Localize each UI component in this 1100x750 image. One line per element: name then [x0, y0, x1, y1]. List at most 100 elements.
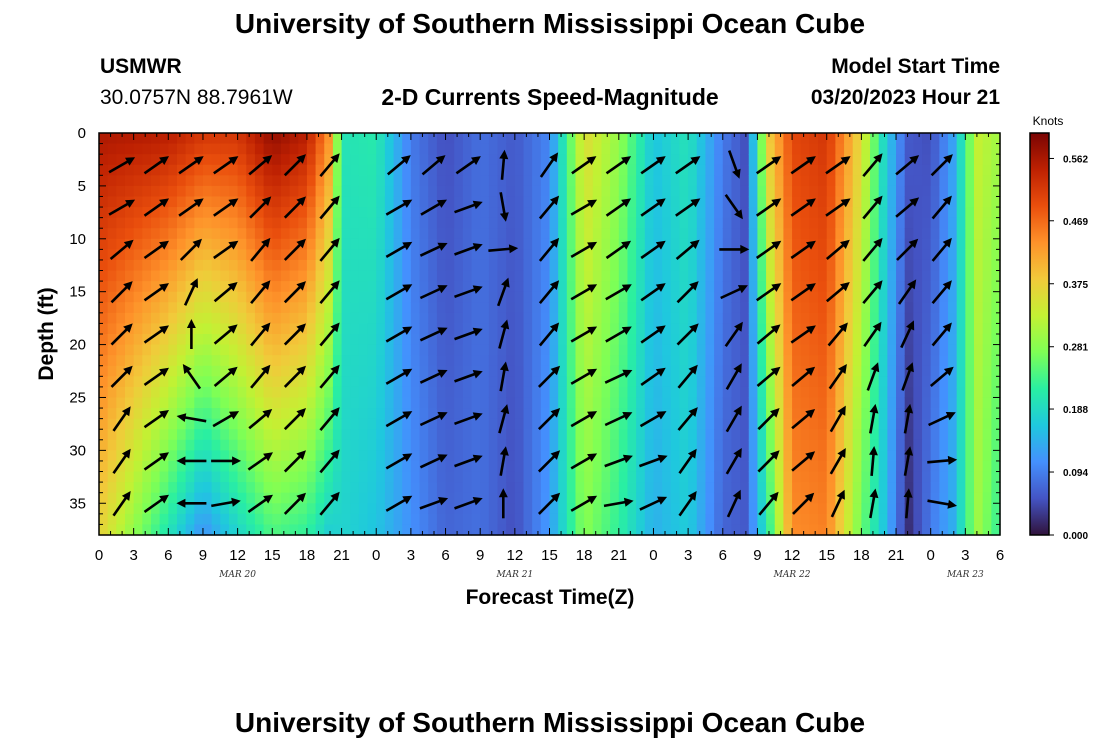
heatmap-cell [514, 482, 525, 494]
vector-head [655, 283, 666, 292]
heatmap-cell [870, 397, 880, 409]
heatmap-cell [610, 228, 620, 240]
heatmap-cell [280, 302, 291, 314]
heatmap-cell [445, 429, 455, 441]
heatmap-cell [376, 429, 386, 441]
heatmap-cell [644, 365, 655, 377]
heatmap-cell [800, 513, 810, 526]
heatmap-cell [887, 196, 897, 208]
heatmap-cell [991, 450, 1001, 462]
heatmap-cell [532, 418, 542, 430]
heatmap-cell [592, 365, 603, 377]
heatmap-cell [766, 429, 776, 441]
heatmap-cell [930, 238, 940, 250]
heatmap-cell [428, 164, 438, 176]
vector-head [499, 446, 509, 456]
heatmap-cell [722, 482, 733, 494]
heatmap-cell [870, 376, 880, 388]
heatmap-cell [566, 492, 577, 504]
heatmap-cell [627, 492, 637, 504]
heatmap-cell [922, 429, 932, 441]
heatmap-cell [263, 249, 273, 261]
heatmap-cell [887, 482, 897, 494]
heatmap-cell [748, 175, 759, 187]
heatmap-cell [627, 471, 637, 483]
heatmap-cell [298, 249, 308, 261]
vector-shaft [903, 450, 911, 476]
vector-head [805, 366, 816, 376]
heatmap-cell [228, 175, 239, 187]
heatmap-cell [956, 154, 966, 166]
heatmap-cell [220, 408, 230, 420]
vector-head [770, 450, 780, 460]
heatmap-cell [644, 281, 655, 293]
heatmap-cell [662, 418, 672, 430]
heatmap-cell [150, 492, 161, 504]
heatmap-cell [956, 312, 966, 325]
heatmap-cell [419, 503, 429, 515]
heatmap-cell [922, 355, 932, 367]
heatmap-cell [956, 439, 966, 451]
vector-shaft [724, 194, 742, 216]
heatmap-cell [532, 291, 542, 303]
heatmap-cell [653, 482, 663, 494]
heatmap-cell [410, 281, 421, 293]
heatmap-cell [982, 207, 992, 219]
heatmap-cell [194, 207, 204, 219]
heatmap-cell [211, 408, 221, 420]
heatmap-cell [809, 217, 819, 229]
heatmap-cell [636, 418, 646, 430]
current-vector-arrow [675, 239, 700, 260]
vector-shaft [250, 240, 269, 262]
vector-shaft [283, 199, 304, 219]
heatmap-cell [549, 228, 559, 240]
heatmap-cell [315, 281, 325, 293]
heatmap-cell [653, 164, 663, 176]
vector-shaft [640, 369, 663, 386]
heatmap-cell [254, 334, 265, 346]
heatmap-cell [696, 482, 707, 494]
heatmap-cell [168, 418, 178, 430]
heatmap-cell [731, 281, 741, 293]
heatmap-cell [662, 228, 672, 240]
heatmap-cell [688, 482, 698, 494]
heatmap-cell [818, 355, 828, 367]
current-vector-arrow [283, 154, 306, 177]
heatmap-cell [376, 249, 386, 261]
heatmap-cell [445, 228, 455, 240]
heatmap-cell [133, 312, 143, 325]
vector-head [261, 280, 271, 290]
current-vector-arrow [319, 322, 340, 347]
heatmap-cell [471, 270, 481, 282]
heatmap-cell [748, 386, 759, 399]
heatmap-cell [471, 460, 481, 473]
heatmap-cell [237, 164, 247, 176]
heatmap-cell [913, 439, 923, 451]
current-vector-arrow [677, 364, 698, 389]
heatmap-cell [766, 207, 776, 219]
current-vector-arrow [283, 408, 306, 431]
heatmap-cell [575, 471, 585, 483]
heatmap-cell [688, 418, 698, 430]
heatmap-cell [636, 196, 646, 208]
heatmap-cell [956, 429, 966, 441]
heatmap-cell [393, 450, 403, 462]
heatmap-cell [575, 365, 585, 377]
heatmap-cell [705, 154, 715, 166]
heatmap-cell [523, 175, 533, 187]
heatmap-cell [376, 175, 386, 187]
heatmap-cell [904, 291, 914, 303]
heatmap-cell [280, 397, 291, 409]
heatmap-cell [124, 207, 135, 219]
heatmap-cell [263, 228, 273, 240]
heatmap-cell [462, 450, 473, 462]
heatmap-cell [774, 217, 785, 229]
heatmap-cell [584, 291, 594, 303]
heatmap-cell [662, 524, 672, 536]
heatmap-cell [462, 133, 473, 145]
heatmap-cell [748, 439, 759, 451]
heatmap-cell [419, 323, 429, 335]
heatmap-cell [289, 154, 299, 166]
heatmap-cell [202, 154, 213, 166]
heatmap-cell [852, 164, 862, 176]
